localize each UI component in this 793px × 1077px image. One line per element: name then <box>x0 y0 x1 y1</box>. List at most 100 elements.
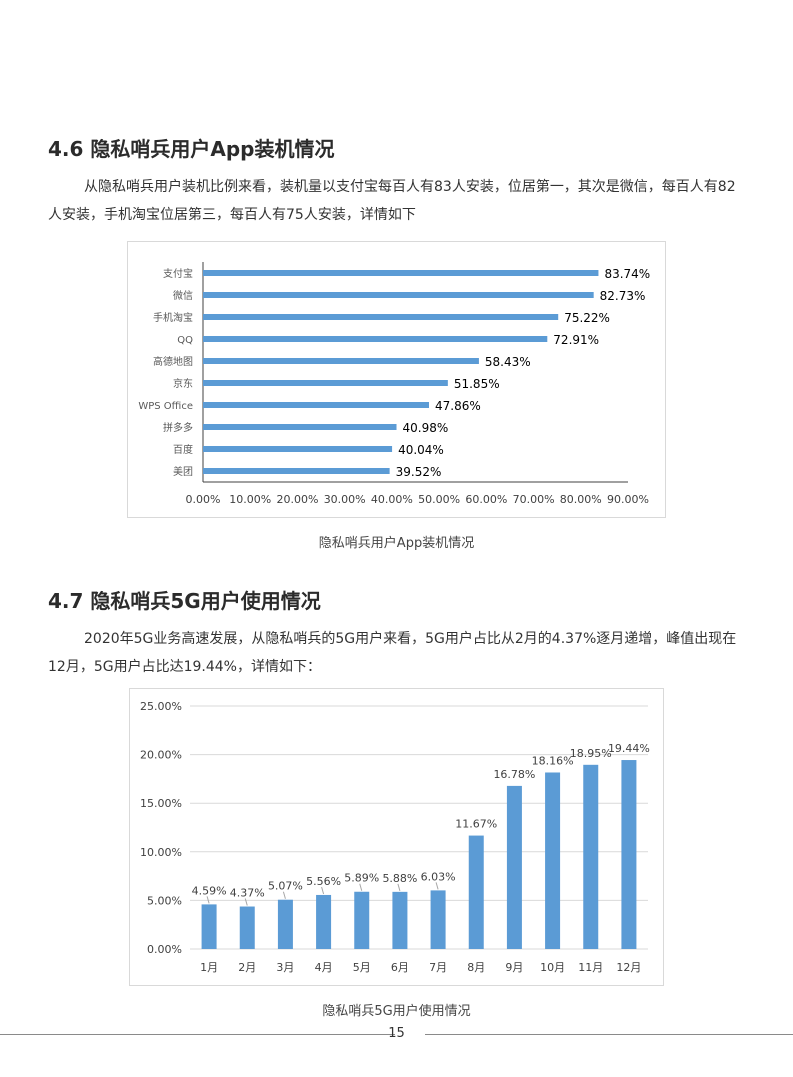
x-tick-label: 6月 <box>391 961 409 974</box>
x-tick-label: 50.00% <box>418 493 460 506</box>
bar <box>392 891 408 949</box>
leader-line <box>282 891 286 899</box>
data-label: 5.07% <box>268 880 303 893</box>
app-install-chart-caption: 隐私哨兵用户App装机情况 <box>318 536 475 551</box>
data-label: 6.03% <box>421 870 456 883</box>
leader-line <box>359 883 363 891</box>
data-label: 19.44% <box>608 742 650 755</box>
section-heading-4-6: 4.6 隐私哨兵用户App装机情况 <box>48 137 335 161</box>
data-label: 40.98% <box>403 421 449 435</box>
5g-usage-chart-svg: 0.00% 5.00% 10.00% 15.00% 20.00% 25.00% 4.59% 1… <box>140 700 650 974</box>
footer-divider-left <box>0 1034 395 1035</box>
y-tick-label: 5.00% <box>147 894 182 907</box>
leader-line <box>321 886 325 895</box>
x-tick-label: 10月 <box>540 961 565 974</box>
x-tick-label: 90.00% <box>607 493 649 506</box>
y-tick-label: 0.00% <box>147 943 182 956</box>
bar <box>316 894 332 949</box>
x-tick-label: 12月 <box>616 961 641 974</box>
data-label: 5.56% <box>306 875 341 888</box>
category-label: 美团 <box>173 465 193 478</box>
data-label: 39.52% <box>396 465 442 479</box>
bar <box>468 835 484 949</box>
section-paragraph-4-7: 2020年5G业务高速发展，从隐私哨兵的5G用户来看，5G用户占比从2月的4.3… <box>48 631 737 675</box>
bar <box>506 785 522 949</box>
bar <box>354 891 370 949</box>
bar <box>203 336 548 342</box>
x-tick-label: 4月 <box>315 961 333 974</box>
bar <box>201 904 217 949</box>
x-tick-label: 60.00% <box>465 493 507 506</box>
x-tick-label: 0.00% <box>186 493 221 506</box>
leader-line <box>244 898 248 906</box>
y-tick-label: 25.00% <box>140 700 182 713</box>
x-tick-label: 5月 <box>353 961 371 974</box>
section-heading-4-7: 4.7 隐私哨兵5G用户使用情况 <box>48 589 321 613</box>
x-tick-label: 70.00% <box>513 493 555 506</box>
x-tick-label: 3月 <box>276 961 294 974</box>
bar <box>621 760 637 949</box>
data-label: 51.85% <box>454 377 500 391</box>
data-label: 11.67% <box>455 818 497 831</box>
leader-line <box>397 883 401 891</box>
data-label: 5.88% <box>382 872 417 885</box>
data-label: 4.37% <box>230 887 265 900</box>
x-tick-label: 9月 <box>505 961 523 974</box>
data-label: 16.78% <box>493 768 535 781</box>
data-label: 82.73% <box>600 289 646 303</box>
5g-usage-chart: 0.00% 5.00% 10.00% 15.00% 20.00% 25.00% 4.59% 1… <box>129 688 664 986</box>
bar <box>277 899 293 949</box>
category-label: 百度 <box>173 443 193 456</box>
app-install-chart-svg: 支付宝 83.74% 微信 82.73% 手机淘宝 75.22% QQ 72.91% 高德地图 5… <box>138 262 650 506</box>
leader-line <box>435 882 439 890</box>
x-tick-label: 8月 <box>467 961 485 974</box>
category-label: 支付宝 <box>163 267 193 280</box>
x-tick-label: 1月 <box>200 961 218 974</box>
bar <box>239 906 255 949</box>
category-label: 高德地图 <box>153 355 193 368</box>
y-tick-label: 15.00% <box>140 797 182 810</box>
category-label: QQ <box>177 335 193 346</box>
leader-line <box>206 896 210 904</box>
x-tick-label: 7月 <box>429 961 447 974</box>
bar <box>203 468 390 474</box>
5g-usage-chart-caption: 隐私哨兵5G用户使用情况 <box>322 1004 471 1019</box>
data-label: 58.43% <box>485 355 531 369</box>
footer-divider-right <box>425 1034 793 1035</box>
bar <box>203 402 430 408</box>
data-label: 40.04% <box>398 443 444 457</box>
bar <box>203 424 397 430</box>
data-label: 18.95% <box>570 747 612 760</box>
bar <box>430 890 446 949</box>
data-label: 5.89% <box>344 872 379 885</box>
x-tick-label: 20.00% <box>276 493 318 506</box>
data-label: 72.91% <box>553 333 599 347</box>
category-label: WPS Office <box>138 401 193 412</box>
data-label: 4.59% <box>192 884 227 897</box>
bar <box>203 270 599 276</box>
category-label: 手机淘宝 <box>153 311 193 324</box>
data-label: 83.74% <box>604 267 650 281</box>
x-tick-label: 40.00% <box>371 493 413 506</box>
x-tick-label: 30.00% <box>324 493 366 506</box>
data-label: 75.22% <box>564 311 610 325</box>
x-tick-label: 11月 <box>578 961 603 974</box>
x-tick-label: 80.00% <box>560 493 602 506</box>
y-tick-label: 10.00% <box>140 846 182 859</box>
bar <box>203 292 594 298</box>
bar <box>203 358 479 364</box>
category-label: 微信 <box>173 289 193 302</box>
page-number: 15 <box>388 1026 405 1041</box>
x-tick-label: 10.00% <box>229 493 271 506</box>
bar <box>203 314 559 320</box>
x-tick-label: 2月 <box>238 961 256 974</box>
data-label: 18.16% <box>532 754 574 767</box>
bar <box>583 764 599 949</box>
data-label: 47.86% <box>435 399 481 413</box>
category-label: 拼多多 <box>163 421 193 434</box>
bar <box>545 772 561 949</box>
category-label: 京东 <box>173 377 193 390</box>
section-paragraph-4-6: 从隐私哨兵用户装机比例来看，装机量以支付宝每百人有83人安装，位居第一，其次是微… <box>48 179 736 223</box>
bar <box>203 380 448 386</box>
bar <box>203 446 393 452</box>
